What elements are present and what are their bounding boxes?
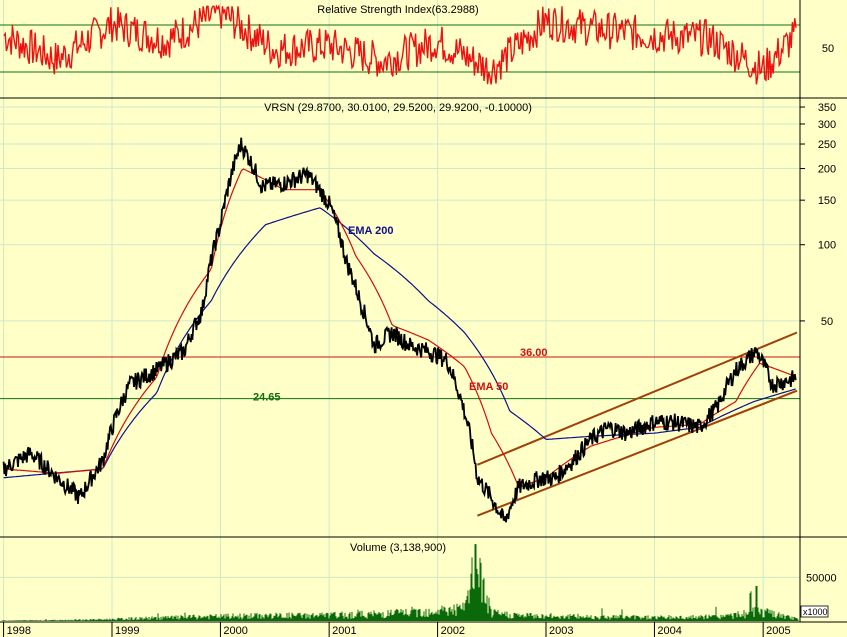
volume-bars [1, 544, 799, 621]
rsi-series-line [3, 4, 797, 85]
year-label-2002: 2002 [441, 625, 465, 637]
volume-tick-label: 50000 [806, 572, 837, 584]
price-tick-label-50: 50 [821, 316, 833, 328]
ema-200-line [3, 207, 796, 479]
volume-multiplier-label: x1000 [803, 607, 828, 617]
rsi-panel: Relative Strength Index(63.2988) 50 [0, 4, 834, 85]
x-axis-year-labels: 1998 1999 2000 2001 2002 2003 2004 2005 [3, 622, 791, 637]
price-horizontal-gridlines [0, 106, 800, 322]
trend-channel-lower-line [477, 389, 798, 517]
price-tick-label-150: 150 [818, 195, 836, 207]
year-label-1999: 1999 [115, 625, 139, 637]
year-label-2001: 2001 [332, 625, 356, 637]
volume-multiplier-box [800, 605, 829, 618]
ema-50-label: EMA 50 [469, 381, 508, 393]
resistance-level-label: 36.00 [520, 347, 548, 359]
price-panel-title: VRSN (29.8700, 30.0100, 29.5200, 29.9200… [264, 102, 532, 114]
volume-panel: Volume (3,138,900) 50000 x1000 [0, 542, 837, 621]
price-tick-label-100: 100 [818, 240, 836, 252]
year-label-2004: 2004 [657, 625, 681, 637]
price-axis-ticks: 50 100 150 200 250 300 350 [800, 102, 836, 328]
year-label-1998: 1998 [7, 625, 31, 637]
year-label-2000: 2000 [223, 625, 247, 637]
year-gridlines [3, 0, 764, 622]
rsi-panel-title: Relative Strength Index(63.2988) [317, 4, 478, 16]
trend-channel-upper-line [477, 331, 798, 466]
price-panel: VRSN (29.8700, 30.0100, 29.5200, 29.9200… [0, 102, 836, 523]
price-tick-label-300: 300 [818, 119, 836, 131]
year-label-2005: 2005 [766, 625, 790, 637]
price-tick-label-350: 350 [818, 102, 836, 114]
price-tick-label-200: 200 [818, 164, 836, 176]
volume-panel-title: Volume (3,138,900) [350, 542, 446, 554]
rsi-tick-label: 50 [822, 43, 834, 55]
vrsn-price-line [2, 137, 797, 523]
support-level-label: 24.65 [253, 392, 281, 404]
price-tick-label-250: 250 [818, 139, 836, 151]
year-label-2003: 2003 [549, 625, 573, 637]
ema-200-label: EMA 200 [348, 225, 393, 237]
